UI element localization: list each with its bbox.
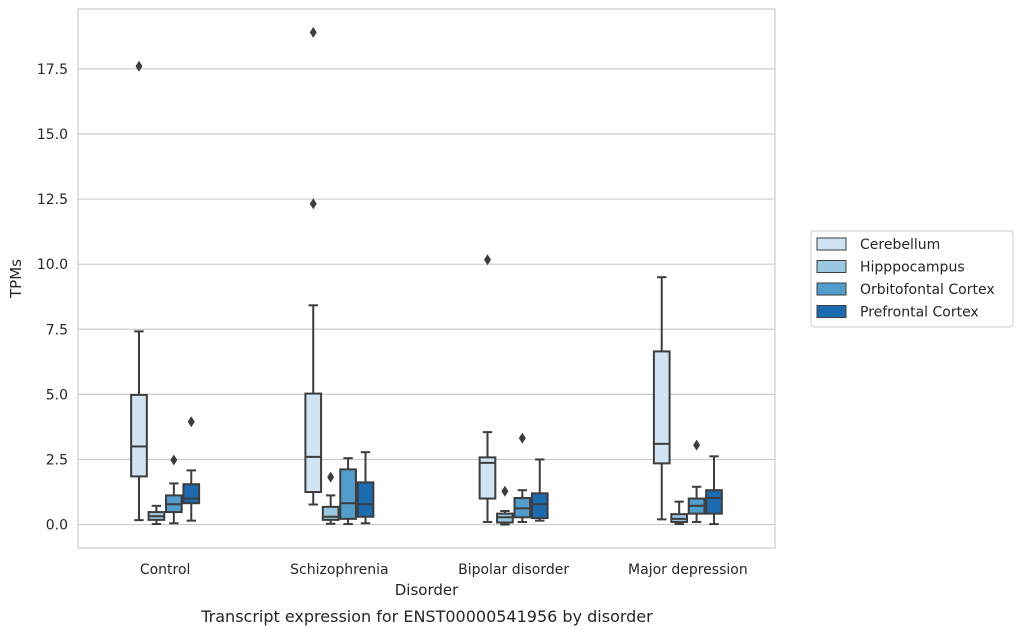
legend-item: Cerebellum bbox=[816, 237, 940, 253]
box bbox=[496, 485, 514, 526]
x-tick-label: Major depression bbox=[628, 562, 748, 578]
legend-label: Cerebellum bbox=[860, 237, 940, 253]
box bbox=[321, 471, 340, 525]
iqr-box bbox=[478, 456, 497, 500]
x-axis-label: Disorder bbox=[395, 581, 459, 599]
x-tick-label: Control bbox=[140, 562, 191, 578]
box bbox=[652, 276, 671, 521]
x-tick-labels: Control Schizophrenia Bipolar disorder Majo… bbox=[140, 562, 748, 578]
outlier-point bbox=[309, 198, 317, 210]
legend-item: Hipppocampus bbox=[816, 260, 965, 276]
box bbox=[670, 500, 689, 526]
box bbox=[356, 451, 375, 525]
box bbox=[478, 254, 497, 523]
iqr-box bbox=[705, 489, 723, 515]
grid-lines bbox=[78, 68, 775, 526]
box bbox=[304, 26, 323, 506]
iqr-box bbox=[130, 393, 148, 478]
box bbox=[164, 454, 183, 525]
legend-frame bbox=[810, 230, 1014, 328]
box-group bbox=[130, 60, 201, 526]
chart-caption: Transcript expression for ENST0000054195… bbox=[200, 607, 653, 626]
y-tick-label: 5.0 bbox=[46, 387, 68, 403]
legend-swatch bbox=[816, 237, 847, 251]
plot-frame bbox=[77, 8, 776, 549]
iqr-box bbox=[356, 481, 375, 518]
box-group bbox=[652, 276, 723, 526]
x-tick-label: Bipolar disorder bbox=[458, 562, 569, 578]
x-tick-label: Schizophrenia bbox=[290, 562, 388, 578]
box-group bbox=[478, 254, 549, 526]
box bbox=[130, 60, 148, 522]
y-tick-label: 2.5 bbox=[46, 452, 68, 468]
outlier-point bbox=[518, 432, 526, 444]
y-tick-label: 12.5 bbox=[37, 192, 68, 208]
legend-swatch bbox=[816, 260, 847, 273]
box bbox=[513, 432, 532, 523]
outlier-point bbox=[693, 439, 701, 451]
y-tick-labels: 0.0 2.5 5.0 7.5 10.0 12.5 15.0 17.5 bbox=[37, 62, 68, 534]
box-group bbox=[304, 26, 375, 526]
y-tick-label: 10.0 bbox=[37, 257, 68, 273]
box bbox=[339, 457, 357, 526]
box bbox=[147, 504, 166, 526]
outlier-point bbox=[483, 254, 491, 266]
iqr-box bbox=[182, 483, 201, 505]
legend-swatch bbox=[816, 282, 847, 296]
outlier-point bbox=[309, 26, 317, 38]
legend-label: Hipppocampus bbox=[860, 260, 965, 276]
legend-item: Orbitofontal Cortex bbox=[816, 282, 995, 298]
box bbox=[705, 455, 723, 526]
legend-swatch bbox=[816, 305, 847, 318]
y-tick-label: 17.5 bbox=[37, 62, 68, 78]
y-axis-label: TPMs bbox=[7, 259, 25, 299]
legend-item: Prefrontal Cortex bbox=[816, 305, 979, 321]
outlier-point bbox=[170, 454, 178, 466]
outlier-point bbox=[501, 485, 509, 497]
iqr-box bbox=[339, 468, 357, 520]
iqr-box bbox=[321, 505, 340, 521]
iqr-box bbox=[530, 492, 549, 520]
iqr-box bbox=[652, 350, 671, 465]
box bbox=[530, 458, 549, 522]
outlier-point bbox=[135, 60, 143, 72]
outlier-point bbox=[187, 416, 195, 428]
y-tick-label: 15.0 bbox=[37, 127, 68, 143]
y-tick-label: 7.5 bbox=[46, 322, 68, 338]
legend-label: Prefrontal Cortex bbox=[860, 305, 979, 321]
legend: Cerebellum Hipppocampus Orbitofontal Corte… bbox=[810, 230, 1014, 328]
box-groups bbox=[130, 26, 723, 526]
iqr-box bbox=[304, 392, 323, 494]
legend-label: Orbitofontal Cortex bbox=[860, 282, 995, 298]
box bbox=[182, 416, 201, 522]
outlier-point bbox=[327, 471, 335, 483]
y-tick-label: 0.0 bbox=[46, 518, 68, 534]
box bbox=[687, 439, 706, 523]
